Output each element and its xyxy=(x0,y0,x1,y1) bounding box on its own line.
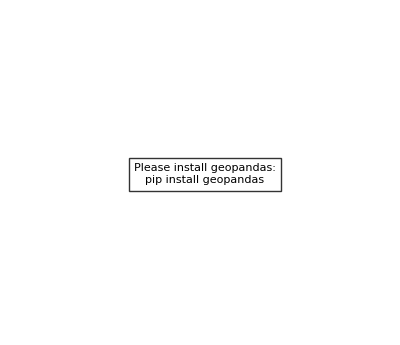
Text: Please install geopandas:
pip install geopandas: Please install geopandas: pip install ge… xyxy=(134,164,276,185)
